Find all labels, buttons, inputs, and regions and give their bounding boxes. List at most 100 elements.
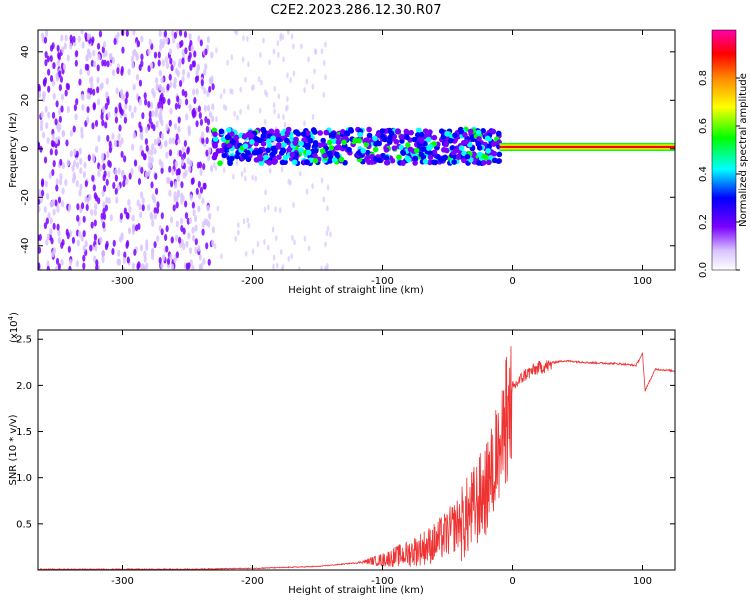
noise-speckle <box>101 59 105 67</box>
noise-speckle <box>51 133 55 141</box>
noise-speckle <box>125 240 130 248</box>
noise-speckle <box>174 102 178 110</box>
noise-speckle <box>178 98 182 106</box>
signal-speckle <box>217 160 223 167</box>
noise-speckle <box>94 119 99 127</box>
noise-speckle <box>286 96 289 103</box>
noise-speckle <box>282 56 285 63</box>
noise-speckle <box>93 60 97 68</box>
signal-speckle <box>276 142 282 148</box>
noise-speckle <box>101 256 105 264</box>
noise-speckle <box>105 240 109 248</box>
noise-speckle <box>102 221 106 229</box>
noise-speckle <box>47 212 51 220</box>
noise-speckle <box>164 139 168 147</box>
noise-speckle <box>136 199 140 207</box>
noise-speckle <box>204 116 208 124</box>
noise-speckle <box>324 41 327 48</box>
noise-speckle <box>100 82 104 90</box>
signal-speckle <box>452 132 458 139</box>
noise-speckle <box>224 104 228 111</box>
x-tick-label: -200 <box>241 276 264 287</box>
noise-speckle <box>137 177 142 185</box>
noise-speckle <box>58 123 62 131</box>
noise-speckle <box>205 137 209 145</box>
signal-speckle <box>245 131 251 138</box>
noise-speckle <box>84 63 88 71</box>
x-tick-label: 0 <box>509 576 515 587</box>
signal-speckle <box>245 149 251 156</box>
noise-speckle <box>186 71 191 79</box>
noise-speckle <box>104 102 108 110</box>
noise-speckle <box>171 168 175 176</box>
noise-speckle <box>257 76 261 83</box>
signal-speckle <box>226 127 232 133</box>
noise-speckle <box>45 122 49 130</box>
noise-speckle <box>281 34 285 41</box>
noise-speckle <box>199 168 203 176</box>
signal-speckle <box>289 136 295 142</box>
noise-speckle <box>165 62 169 70</box>
signal-speckle <box>418 138 425 144</box>
noise-speckle <box>160 76 164 84</box>
noise-speckle <box>166 83 170 91</box>
noise-speckle <box>205 149 209 157</box>
noise-speckle <box>256 241 260 248</box>
noise-speckle <box>76 239 80 247</box>
noise-speckle <box>144 98 148 106</box>
noise-speckle <box>188 247 193 255</box>
y-tick-label: -40 <box>20 238 31 254</box>
noise-speckle <box>106 150 110 158</box>
noise-speckle <box>274 235 278 242</box>
noise-speckle <box>201 131 205 139</box>
noise-speckle <box>182 227 186 235</box>
noise-speckle <box>118 105 123 113</box>
noise-speckle <box>85 203 89 211</box>
signal-speckle <box>317 130 324 136</box>
signal-speckle <box>379 133 386 140</box>
noise-speckle <box>82 215 86 223</box>
noise-speckle <box>178 149 182 157</box>
noise-speckle <box>90 59 94 67</box>
noise-speckle <box>79 167 83 175</box>
noise-speckle <box>198 161 203 169</box>
noise-speckle <box>163 30 168 38</box>
noise-speckle <box>123 207 127 215</box>
noise-speckle <box>180 181 184 189</box>
noise-speckle <box>184 212 189 220</box>
noise-speckle <box>263 238 266 245</box>
noise-speckle <box>69 129 73 137</box>
noise-speckle <box>175 251 179 259</box>
signal-speckle <box>312 142 319 149</box>
noise-speckle <box>97 197 101 205</box>
noise-speckle <box>162 38 166 46</box>
noise-speckle <box>50 139 55 147</box>
noise-speckle <box>84 180 88 188</box>
noise-speckle <box>178 30 183 37</box>
noise-speckle <box>202 163 206 171</box>
noise-speckle <box>113 140 117 148</box>
noise-speckle <box>116 67 120 75</box>
signal-speckle <box>263 154 269 161</box>
noise-speckle <box>189 159 193 167</box>
noise-speckle <box>194 246 198 254</box>
noise-speckle <box>120 170 125 178</box>
noise-speckle <box>170 263 175 270</box>
noise-speckle <box>188 51 192 59</box>
noise-speckle <box>139 211 143 219</box>
noise-speckle <box>149 101 154 109</box>
noise-speckle <box>237 229 240 236</box>
noise-speckle <box>264 189 267 196</box>
signal-speckle <box>219 147 225 154</box>
noise-speckle <box>290 33 294 40</box>
noise-speckle <box>207 154 211 162</box>
signal-speckle <box>484 135 491 142</box>
noise-speckle <box>155 206 160 214</box>
noise-speckle <box>156 235 160 243</box>
noise-speckle <box>281 264 285 270</box>
noise-speckle <box>51 169 55 177</box>
noise-speckle <box>147 65 151 73</box>
snr-y-label: SNR (10 * v/v) <box>8 414 19 485</box>
noise-speckle <box>137 261 141 269</box>
signal-speckle <box>330 131 337 138</box>
